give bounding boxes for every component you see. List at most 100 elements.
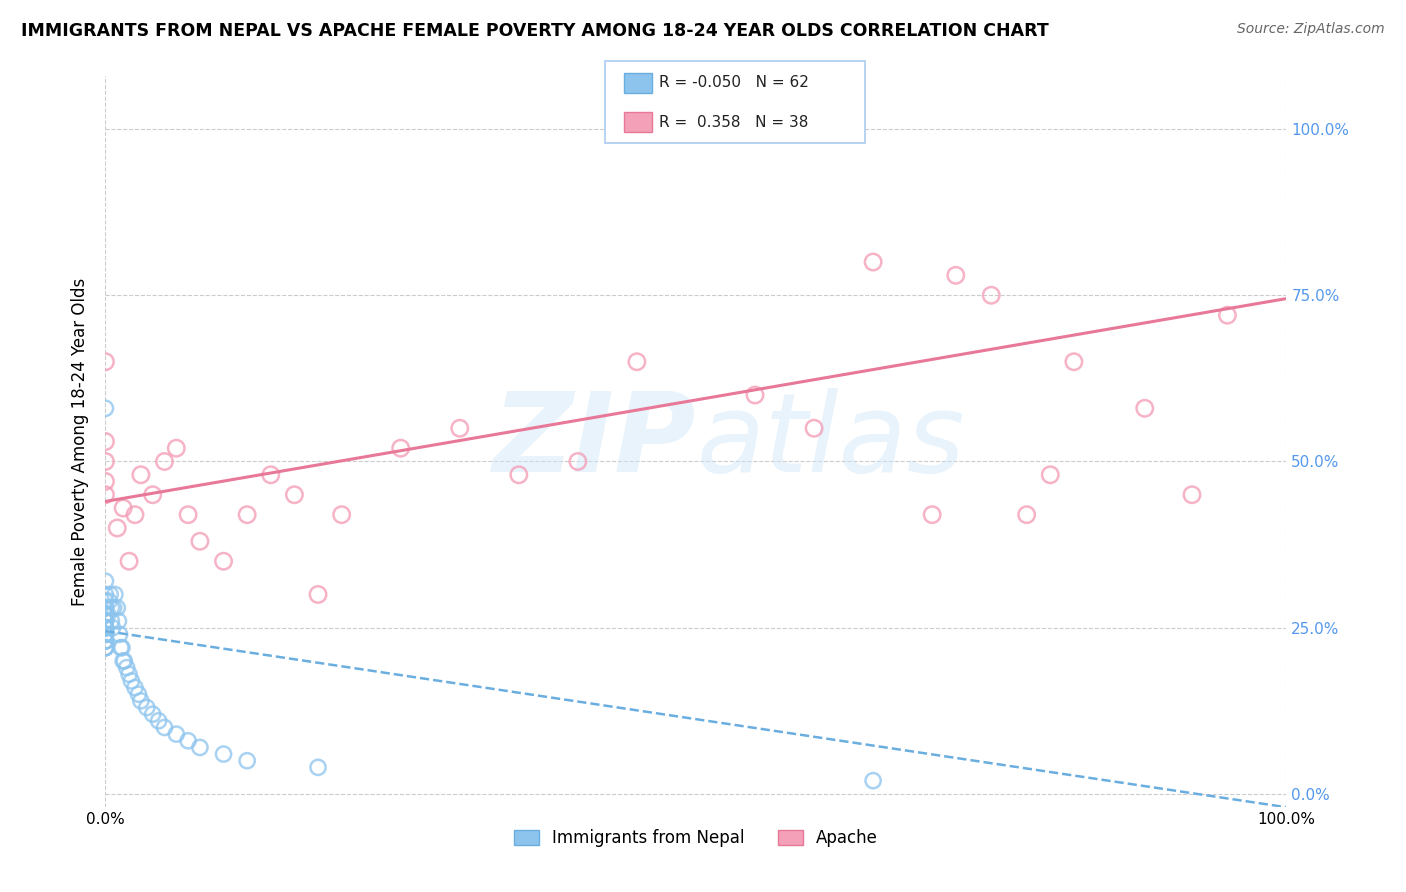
Point <box>94 614 117 628</box>
Point <box>98 594 121 608</box>
Point <box>94 627 117 641</box>
Point <box>236 754 259 768</box>
Point <box>94 454 117 468</box>
Point <box>1133 401 1156 416</box>
Text: R =  0.358   N = 38: R = 0.358 N = 38 <box>659 115 808 129</box>
Point <box>94 574 117 589</box>
Point <box>389 441 412 455</box>
Point <box>120 673 142 688</box>
Point <box>94 594 117 608</box>
Point <box>124 681 146 695</box>
Point <box>94 600 117 615</box>
Point <box>626 355 648 369</box>
Point <box>110 640 132 655</box>
Point <box>945 268 967 283</box>
Point <box>94 627 117 641</box>
Text: R = -0.050   N = 62: R = -0.050 N = 62 <box>659 76 810 90</box>
Point <box>188 740 211 755</box>
Point <box>744 388 766 402</box>
Point <box>94 621 117 635</box>
Point <box>124 508 146 522</box>
Point <box>94 621 117 635</box>
Point <box>129 694 152 708</box>
Point <box>94 640 117 655</box>
Point <box>112 654 135 668</box>
Point <box>212 747 235 761</box>
Point <box>330 508 353 522</box>
Point <box>94 634 117 648</box>
Point <box>94 607 117 622</box>
Point <box>129 467 152 482</box>
Text: Source: ZipAtlas.com: Source: ZipAtlas.com <box>1237 22 1385 37</box>
Point <box>142 488 165 502</box>
Point <box>128 687 150 701</box>
Point <box>188 534 211 549</box>
Point <box>177 508 200 522</box>
Text: atlas: atlas <box>696 388 965 495</box>
Point <box>94 355 117 369</box>
Point <box>118 554 141 568</box>
Point <box>165 727 187 741</box>
Point <box>94 621 117 635</box>
Point <box>112 654 135 668</box>
Point <box>94 607 117 622</box>
Text: IMMIGRANTS FROM NEPAL VS APACHE FEMALE POVERTY AMONG 18-24 YEAR OLDS CORRELATION: IMMIGRANTS FROM NEPAL VS APACHE FEMALE P… <box>21 22 1049 40</box>
Point <box>260 467 283 482</box>
Point <box>94 621 117 635</box>
Point <box>862 773 884 788</box>
Point <box>862 255 884 269</box>
Point <box>94 640 117 655</box>
Point <box>153 454 176 468</box>
Point <box>165 441 187 455</box>
Point <box>115 660 138 674</box>
Point <box>94 634 117 648</box>
Point <box>803 421 825 435</box>
Point <box>100 614 122 628</box>
Point <box>97 607 120 622</box>
Point <box>307 587 329 601</box>
Point <box>307 760 329 774</box>
Point <box>111 640 134 655</box>
Point <box>94 607 117 622</box>
Point <box>103 600 125 615</box>
Point <box>105 521 128 535</box>
Point <box>94 488 117 502</box>
Point <box>177 733 200 747</box>
Point <box>1063 355 1085 369</box>
Point <box>1181 488 1204 502</box>
Point <box>1216 308 1239 322</box>
Point <box>100 600 122 615</box>
Point <box>101 621 124 635</box>
Point <box>1015 508 1038 522</box>
Point <box>508 467 530 482</box>
Point <box>105 600 128 615</box>
Point <box>94 627 117 641</box>
Point <box>236 508 259 522</box>
Point <box>107 614 129 628</box>
Point <box>94 627 117 641</box>
Point <box>148 714 170 728</box>
Point <box>1039 467 1062 482</box>
Point <box>212 554 235 568</box>
Point <box>94 614 117 628</box>
Point <box>94 434 117 449</box>
Point <box>449 421 471 435</box>
Point <box>94 640 117 655</box>
Point <box>104 587 127 601</box>
Point <box>112 501 135 516</box>
Point <box>108 627 131 641</box>
Point <box>94 475 117 489</box>
Point <box>94 587 117 601</box>
Point <box>283 488 305 502</box>
Point <box>94 614 117 628</box>
Point <box>142 707 165 722</box>
Point <box>94 607 117 622</box>
Point <box>135 700 157 714</box>
Text: ZIP: ZIP <box>492 388 696 495</box>
Point <box>94 600 117 615</box>
Point <box>153 721 176 735</box>
Point <box>980 288 1002 302</box>
Point <box>98 587 121 601</box>
Point <box>921 508 943 522</box>
Point <box>567 454 589 468</box>
